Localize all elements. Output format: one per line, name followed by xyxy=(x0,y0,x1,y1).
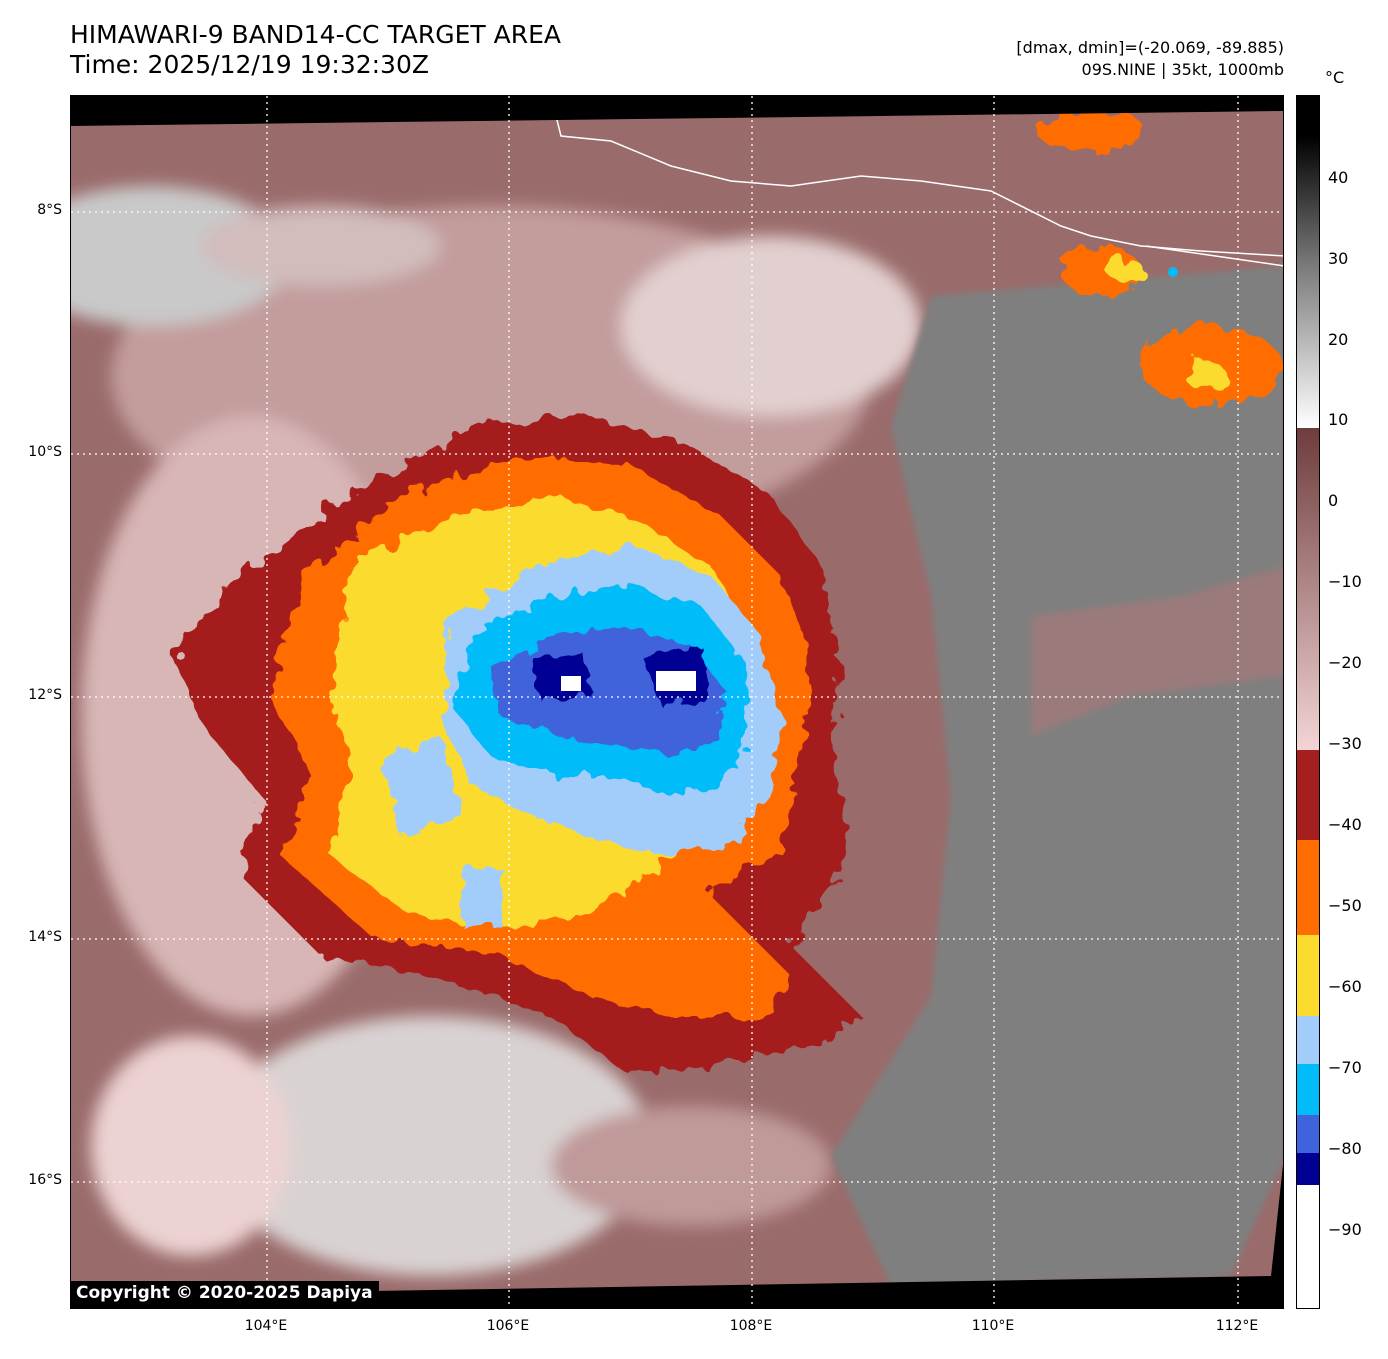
dmax-dmin-readout: [dmax, dmin]=(-20.069, -89.885) xyxy=(1016,38,1284,57)
warm-patch xyxy=(1031,566,1283,736)
colorbar-tick: 10 xyxy=(1328,410,1349,429)
lat-label-12s: 12°S xyxy=(28,687,62,703)
coastline-east xyxy=(1145,245,1283,267)
storm-system xyxy=(171,416,861,1076)
grey-cloud-region xyxy=(831,266,1283,1286)
satellite-map xyxy=(70,95,1284,1309)
copyright-notice: Copyright © 2020-2025 Dapiya xyxy=(70,1281,379,1305)
colorbar-scale xyxy=(1297,96,1319,1308)
storm-info: 09S.NINE | 35kt, 1000mb xyxy=(1081,60,1284,79)
map-title: HIMAWARI-9 BAND14-CC TARGET AREA xyxy=(70,20,562,49)
colorbar-unit: °C xyxy=(1325,68,1345,87)
colorbar-tick: −10 xyxy=(1328,572,1362,591)
lat-label-10s: 10°S xyxy=(28,444,62,460)
map-canvas xyxy=(71,96,1283,1308)
coldest-spot-east xyxy=(656,671,696,691)
colorbar-tick: −40 xyxy=(1328,815,1362,834)
lat-label-16s: 16°S xyxy=(28,1172,62,1188)
colorbar-tick: −80 xyxy=(1328,1139,1362,1158)
colorbar-tick: −20 xyxy=(1328,653,1362,672)
no-data-top xyxy=(71,96,1283,126)
lon-label-106e: 106°E xyxy=(486,1318,530,1334)
colorbar xyxy=(1296,95,1320,1309)
colorbar-tick: −60 xyxy=(1328,977,1362,996)
lon-label-112e: 112°E xyxy=(1215,1318,1259,1334)
colorbar-tick: 30 xyxy=(1328,249,1349,268)
lon-label-104e: 104°E xyxy=(244,1318,288,1334)
lon-label-108e: 108°E xyxy=(729,1318,773,1334)
colorbar-tick: 40 xyxy=(1328,168,1349,187)
coastline xyxy=(555,96,1283,257)
graticule xyxy=(71,96,1283,1308)
lat-label-8s: 8°S xyxy=(37,202,62,218)
lon-label-110e: 110°E xyxy=(971,1318,1015,1334)
colorbar-tick: −30 xyxy=(1328,734,1362,753)
colorbar-tick: −70 xyxy=(1328,1058,1362,1077)
timestamp: Time: 2025/12/19 19:32:30Z xyxy=(70,50,429,79)
colorbar-tick: 20 xyxy=(1328,330,1349,349)
small-cold-cell xyxy=(1168,267,1178,277)
colorbar-tick: 0 xyxy=(1328,491,1339,510)
lat-label-14s: 14°S xyxy=(28,929,62,945)
no-data-bottom xyxy=(71,1164,1283,1308)
coldest-spot-west xyxy=(561,676,581,691)
northeast-convection xyxy=(1036,111,1281,406)
colorbar-tick: −50 xyxy=(1328,896,1362,915)
colorbar-tick: −90 xyxy=(1328,1220,1362,1239)
